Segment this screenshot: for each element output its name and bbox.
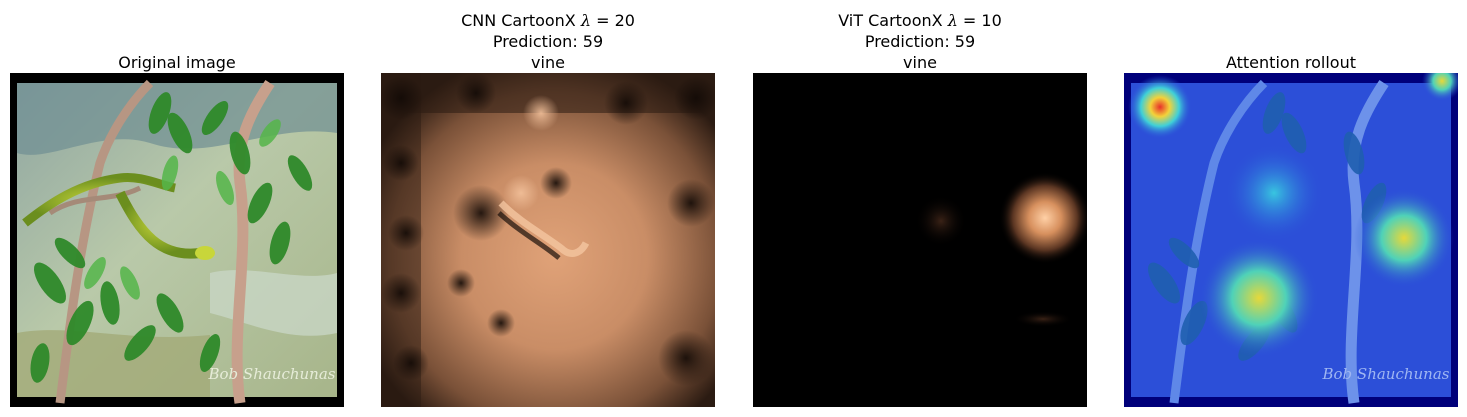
watermark-text: Bob Shauchunas	[1322, 365, 1450, 383]
panel-title: Attention rollout	[1084, 52, 1467, 73]
title-line-label: vine	[531, 53, 565, 72]
lambda-symbol: λ	[580, 11, 591, 30]
panel-cnn-cartoonx: CNN CartoonX λ = 20 Prediction: 59 vine	[381, 0, 715, 417]
title-line-label: vine	[903, 53, 937, 72]
panel-title: CNN CartoonX λ = 20 Prediction: 59 vine	[341, 10, 755, 73]
lambda-value: 20	[614, 11, 635, 30]
method-label: ViT CartoonX	[838, 11, 943, 30]
panel-original-image: Original image	[10, 0, 344, 417]
method-label: CNN CartoonX	[461, 11, 576, 30]
cnn-cartoonx-map	[381, 73, 715, 407]
original-image: Bob Shauchunas	[10, 73, 344, 407]
title-line-prediction: Prediction: 59	[864, 32, 976, 51]
lambda-value: 10	[981, 11, 1002, 30]
title-line-method: CNN CartoonX λ = 20	[461, 11, 635, 30]
lambda-symbol: λ	[947, 11, 958, 30]
watermark-text: Bob Shauchunas	[208, 365, 336, 383]
panel-title: ViT CartoonX λ = 10 Prediction: 59 vine	[713, 10, 1127, 73]
title-line-prediction: Prediction: 59	[492, 32, 604, 51]
attention-rollout-map: Bob Shauchunas	[1124, 73, 1458, 407]
panel-vit-cartoonx: ViT CartoonX λ = 10 Prediction: 59 vine	[753, 0, 1087, 417]
title-line-method: ViT CartoonX λ = 10	[838, 11, 1002, 30]
vit-cartoonx-map	[753, 73, 1087, 407]
title-line: Attention rollout	[1225, 53, 1357, 72]
title-line: Original image	[118, 53, 236, 72]
panel-title: Original image	[0, 52, 384, 73]
panel-attention-rollout: Attention rollout	[1124, 0, 1458, 417]
